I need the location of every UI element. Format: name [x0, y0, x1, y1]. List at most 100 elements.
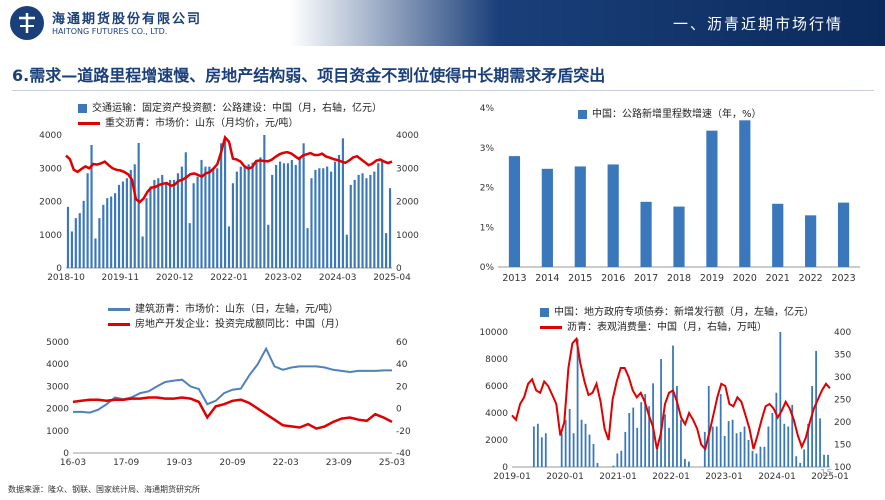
special-bond-bar — [612, 465, 615, 467]
page-number: 15 — [820, 468, 833, 479]
special-bond-bar — [819, 418, 821, 467]
left-tick-label: 0 — [56, 264, 62, 274]
header: 海通期货股份有限公司 HAITONG FUTURES CO., LTD. 一、沥… — [0, 0, 885, 46]
special-bond-bar — [791, 404, 794, 467]
y-tick-label: 3% — [480, 144, 495, 154]
highway-investment-bar — [275, 164, 278, 268]
special-bond-bar — [628, 413, 631, 467]
special-bond-bar — [564, 419, 567, 467]
left-tick-label: 4000 — [39, 131, 62, 141]
company-name-en: HAITONG FUTURES CO., LTD. — [52, 27, 168, 36]
highway-investment-bar — [78, 213, 81, 268]
special-bond-bar — [811, 386, 814, 467]
special-bond-bar — [787, 426, 790, 467]
highway-investment-bar — [200, 159, 203, 268]
x-tick-label: 2019-01 — [493, 472, 531, 482]
special-bond-bar — [723, 435, 726, 467]
highway-investment-bar — [290, 159, 293, 268]
special-bond-bar — [680, 419, 682, 467]
highway-investment-bar — [157, 178, 160, 268]
special-bond-bar — [751, 450, 754, 467]
mileage-growth-bar — [837, 202, 850, 267]
special-bond-bar — [815, 350, 817, 467]
special-bond-bar — [536, 423, 539, 467]
right-tick-label: 250 — [834, 396, 851, 406]
special-bond-bar — [747, 440, 750, 467]
logo-glyph-icon — [19, 13, 35, 33]
highway-investment-bar — [216, 168, 219, 268]
special-bond-bar — [799, 462, 802, 467]
highway-investment-bar — [381, 159, 384, 268]
highway-investment-bar — [369, 174, 372, 268]
right-tick-label: 4000 — [396, 131, 419, 141]
highway-investment-bar — [102, 204, 105, 268]
special-bond-bar — [771, 413, 774, 467]
highway-investment-bar — [306, 228, 309, 268]
chart-special-bonds-vs-asphalt-consumption: 0 2000 4000 6000 8000 10000 100 150 200 250 300 350… — [479, 328, 851, 482]
highway-investment-bar — [353, 179, 356, 268]
legend-line-swatch — [540, 326, 562, 329]
special-bond-bar — [731, 419, 734, 467]
special-bond-bar — [739, 431, 742, 467]
right-tick-label: 100 — [834, 463, 851, 473]
highway-investment-bar — [172, 179, 176, 268]
highway-investment-bar — [282, 163, 286, 268]
special-bond-bar — [687, 461, 690, 467]
highway-investment-bar — [184, 152, 187, 268]
highway-investment-bar — [349, 184, 352, 268]
highway-investment-bar — [192, 183, 195, 268]
highway-investment-bar — [298, 156, 301, 268]
title-divider — [12, 90, 874, 91]
highway-investment-bar — [227, 226, 231, 268]
special-bond-bar — [684, 458, 686, 467]
x-tick-label: 2025-04 — [373, 273, 411, 283]
special-bond-bar — [580, 419, 583, 467]
company-name-cn: 海通期货股份有限公司 — [52, 12, 203, 27]
highway-investment-bar — [223, 138, 227, 268]
legend-label: 房地产开发企业：投资完成额同比：中国（月） — [135, 319, 345, 330]
right-tick-label: 300 — [834, 373, 851, 383]
highway-investment-bar — [165, 183, 168, 268]
special-bond-bar — [827, 454, 829, 467]
x-tick-label: 2023-02 — [265, 273, 303, 283]
chart-building-asphalt-vs-real-estate: 0 1000 2000 3000 4000 5000 -40 -20 0 20 40 60 16-03 1… — [46, 338, 411, 468]
highway-investment-bar — [330, 171, 333, 268]
highway-investment-bar — [117, 184, 121, 268]
special-bond-bar — [711, 426, 714, 467]
highway-investment-bar — [341, 138, 344, 268]
x-tick-label: 2019-11 — [102, 273, 140, 283]
chart2-legend: 中国：公路新增里程数增速（年，%） — [578, 107, 762, 122]
highway-investment-bar — [196, 176, 199, 268]
highway-investment-bar — [149, 186, 152, 268]
mileage-growth-bar — [805, 215, 817, 267]
left-tick-label: 0 — [63, 449, 69, 459]
special-bond-bar — [584, 423, 587, 467]
special-bond-bar — [823, 454, 825, 467]
highway-investment-bar — [106, 198, 109, 268]
right-tick-label: 200 — [834, 418, 851, 428]
y-tick-label: 0% — [480, 263, 495, 273]
left-tick-label: 3000 — [46, 382, 69, 392]
special-bond-bar — [664, 414, 666, 467]
special-bond-bar — [707, 386, 710, 467]
special-bond-bar — [588, 434, 591, 467]
x-tick-label: 25-03 — [379, 458, 405, 468]
legend-label: 建筑沥青：市场价：山东（日，左轴，元/吨） — [135, 304, 339, 315]
right-tick-label: 60 — [396, 338, 408, 348]
x-tick-label: 2025-01 — [811, 472, 849, 482]
highway-investment-bar — [114, 193, 117, 268]
chart-highway-investment-vs-asphalt-price: 0 1000 2000 3000 4000 0 1000 2000 3000 4000 2018-1… — [39, 131, 419, 283]
legend-line-swatch — [108, 308, 130, 311]
right-tick-label: 3000 — [396, 164, 419, 174]
data-source-note: 数据来源：隆众、钢联、国家统计局、海通期货研究所 — [8, 485, 200, 494]
highway-investment-bar — [145, 198, 148, 268]
right-tick-label: 0 — [396, 264, 402, 274]
special-bond-bar — [656, 446, 658, 467]
special-bond-bar — [532, 426, 535, 467]
left-tick-label: 0 — [502, 463, 508, 473]
x-tick-label: 2020 — [733, 273, 757, 284]
left-tick-label: 1000 — [46, 427, 69, 437]
highway-investment-bar — [212, 169, 215, 268]
special-bond-bar — [592, 444, 595, 467]
highway-investment-bar — [204, 166, 207, 268]
